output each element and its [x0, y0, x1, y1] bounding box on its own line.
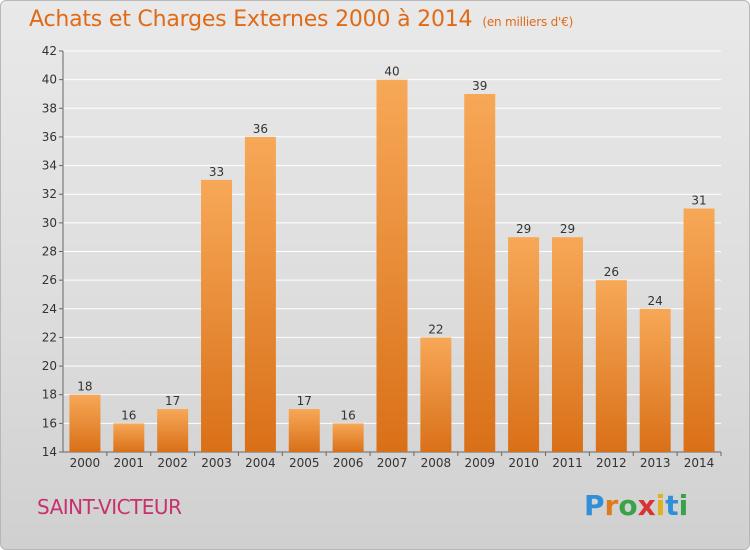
bar — [595, 280, 627, 452]
bar — [639, 308, 671, 452]
x-tick-label: 2012 — [596, 456, 627, 470]
bar — [508, 237, 540, 452]
logo-letter: i — [655, 489, 666, 522]
x-tick-label: 2003 — [201, 456, 232, 470]
y-tick-label: 38 — [42, 101, 57, 115]
chart-subtitle: (en milliers d'€) — [482, 15, 574, 29]
x-tick-label: 2006 — [333, 456, 364, 470]
y-tick-label: 42 — [42, 44, 57, 58]
y-tick-label: 24 — [42, 302, 57, 316]
y-tick-label: 14 — [42, 445, 57, 459]
bars — [69, 79, 715, 453]
x-tick-label: 2013 — [640, 456, 671, 470]
bar — [420, 337, 452, 452]
x-tick-label: 2008 — [421, 456, 452, 470]
data-label: 39 — [472, 79, 487, 93]
chart-title-text: Achats et Charges Externes 2000 à 2014 — [29, 7, 473, 32]
y-tick-label: 32 — [42, 187, 57, 201]
bar — [683, 208, 715, 452]
bar — [464, 93, 496, 452]
data-label: 29 — [516, 222, 531, 236]
y-tick-label: 22 — [42, 330, 57, 344]
y-tick-label: 18 — [42, 388, 57, 402]
y-tick-label: 40 — [42, 73, 57, 87]
x-tick-label: 2007 — [377, 456, 408, 470]
logo-letter: t — [665, 489, 679, 522]
bar — [113, 423, 145, 452]
x-tick-label: 2011 — [552, 456, 583, 470]
bar — [332, 423, 364, 452]
data-label: 33 — [209, 165, 224, 179]
x-tick-label: 2005 — [289, 456, 320, 470]
logo-letter: r — [604, 489, 619, 522]
bar — [201, 179, 233, 452]
commune-name: SAINT-VICTEUR — [37, 495, 182, 519]
data-label: 18 — [77, 380, 92, 394]
bar — [157, 409, 189, 452]
bar — [376, 79, 408, 453]
data-labels: 18 16 17 33 36 17 16 40 22 39 29 29 26 24 31 — [77, 65, 706, 423]
x-tick-label: 2010 — [508, 456, 539, 470]
logo-letter: i — [678, 489, 689, 522]
logo-letter: P — [584, 489, 605, 522]
y-tick-label: 26 — [42, 273, 57, 287]
data-label: 24 — [648, 294, 663, 308]
y-tick-label: 16 — [42, 416, 57, 430]
chart-title: Achats et Charges Externes 2000 à 2014 (e… — [29, 7, 573, 32]
data-label: 16 — [340, 408, 355, 422]
data-label: 36 — [253, 122, 268, 136]
y-tick-label: 36 — [42, 130, 57, 144]
logo-letter: o — [618, 489, 638, 522]
data-label: 40 — [384, 65, 399, 79]
data-label: 31 — [691, 194, 706, 208]
x-tick-label: 2014 — [684, 456, 715, 470]
bar — [551, 237, 583, 452]
bar — [288, 409, 320, 452]
x-tick-label: 2002 — [157, 456, 188, 470]
x-tick-label: 2000 — [70, 456, 101, 470]
tick-labels: 14 16 18 20 22 24 26 28 30 32 34 36 38 40 42 2000 2001 20… — [42, 44, 715, 470]
data-label: 29 — [560, 222, 575, 236]
bar — [244, 136, 276, 452]
bar — [69, 394, 101, 452]
y-tick-label: 34 — [42, 159, 57, 173]
data-label: 17 — [165, 394, 180, 408]
data-label: 22 — [428, 322, 443, 336]
proxiti-logo[interactable]: Proxiti — [584, 489, 688, 522]
data-label: 26 — [604, 265, 619, 279]
data-label: 16 — [121, 408, 136, 422]
x-tick-label: 2009 — [464, 456, 495, 470]
x-tick-label: 2001 — [114, 456, 145, 470]
y-tick-label: 30 — [42, 216, 57, 230]
y-tick-label: 20 — [42, 359, 57, 373]
y-tick-label: 28 — [42, 245, 57, 259]
x-tick-label: 2004 — [245, 456, 276, 470]
data-label: 17 — [297, 394, 312, 408]
logo-letter: x — [637, 489, 656, 522]
